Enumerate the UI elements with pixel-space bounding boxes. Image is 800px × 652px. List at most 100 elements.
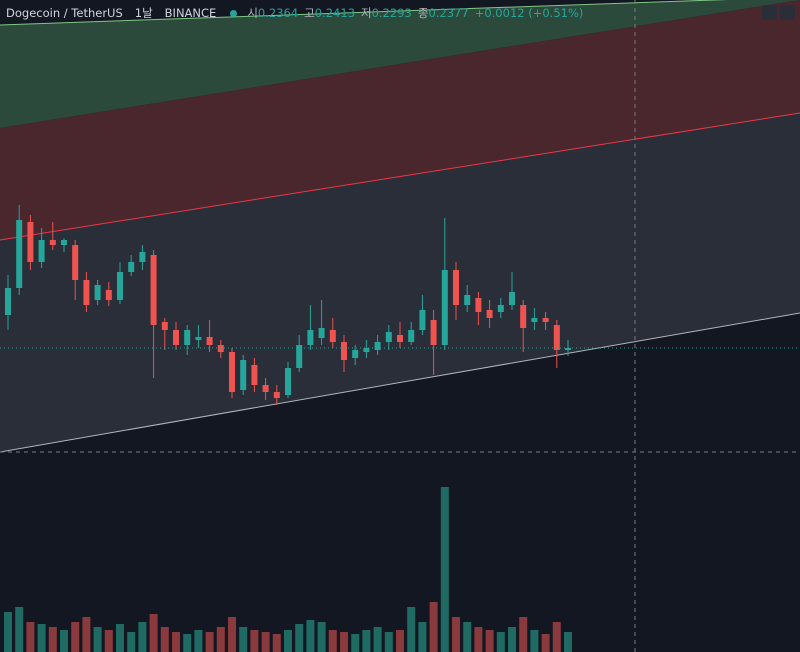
volume-bar (149, 614, 158, 652)
volume-bar (463, 622, 472, 652)
legend: Dogecoin / TetherUS 1날 BINANCE 시0.2364 고 0… (6, 5, 583, 21)
candle-body (240, 360, 247, 390)
candle-body (27, 222, 34, 262)
ohlc-item: 종0.2377 (418, 5, 469, 21)
volume-bar (508, 627, 516, 652)
volume-bar (317, 622, 326, 652)
candle-body (307, 330, 314, 345)
exchange: BINANCE (164, 6, 217, 20)
change: +0.0012 (+0.51%) (474, 6, 584, 20)
volume-bar (496, 632, 505, 652)
candle-body (206, 337, 213, 345)
volume-bar (37, 624, 46, 652)
channel-line (0, 0, 729, 26)
ohlc-label: 시 (247, 6, 258, 20)
candle-body (553, 325, 560, 350)
candle-body (385, 332, 392, 342)
candle-body (105, 290, 112, 300)
collapse-button[interactable] (762, 5, 777, 20)
volume-bar (48, 627, 57, 652)
volume-bar (530, 630, 539, 652)
candle-body (329, 330, 336, 342)
volume-bar (116, 624, 124, 652)
candle-body (419, 310, 426, 330)
ohlc-item: 저0.2293 (361, 5, 412, 21)
candle-body (497, 305, 504, 312)
channel-line (0, 312, 800, 453)
candle-body (441, 270, 448, 345)
volume-bar (4, 612, 12, 652)
volume-bar (93, 627, 102, 652)
candle-body (38, 240, 45, 262)
volume-bar (440, 487, 449, 652)
volume-bar (261, 632, 270, 652)
channel-fill (0, 0, 800, 240)
candle-body (486, 310, 493, 318)
volume-bar (485, 630, 494, 652)
candle-body (464, 295, 471, 305)
candle-body (161, 322, 168, 330)
status-dot (230, 9, 238, 17)
ohlc-label: 저 (361, 6, 372, 20)
ohlc-value: 0.2377 (428, 6, 469, 20)
candle-body (273, 392, 280, 398)
volume-bar (429, 602, 438, 652)
volume-bar (250, 630, 259, 652)
candle-body (285, 368, 291, 395)
volume-bar (228, 617, 236, 652)
candle-body (94, 285, 101, 300)
volume-bar (418, 622, 427, 652)
candle-body (475, 298, 482, 312)
volume-bar (306, 620, 315, 652)
candle-body (117, 272, 123, 300)
candle-body (408, 330, 415, 342)
candle-body (520, 305, 527, 328)
candle-body (150, 255, 157, 325)
candle-body (128, 262, 135, 272)
volume-bar (60, 630, 68, 652)
volume-bar (239, 627, 248, 652)
volume-bar (71, 622, 80, 652)
ohlc-label: 종 (417, 6, 429, 20)
candle-body (49, 240, 56, 245)
candle-body (542, 318, 549, 322)
volume-bar (373, 627, 382, 652)
volume-bar (205, 632, 214, 652)
candle-body (72, 245, 79, 280)
candle-body (397, 335, 403, 342)
volume-bar (104, 630, 113, 652)
volume-bar (183, 634, 192, 652)
candle-body (229, 352, 235, 392)
volume-bar (396, 630, 404, 652)
volume-bar (328, 630, 337, 652)
candle-body (453, 270, 459, 305)
candle-body (363, 348, 370, 352)
interval: 1날 (134, 6, 153, 20)
volume-bar (127, 632, 136, 652)
candle-body (184, 330, 191, 345)
volume-bar (384, 632, 393, 652)
candle-body (195, 337, 202, 340)
volume-bar (172, 632, 180, 652)
ohlc: 시0.2364 고0.2413 저0.2293 종0.2377 (247, 5, 468, 21)
volume-bar (26, 622, 35, 652)
symbol: Dogecoin / TetherUS (6, 6, 123, 20)
volume-bar (340, 632, 348, 652)
ohlc-label: 고 (304, 6, 315, 20)
candle-body (173, 330, 179, 345)
volume-bar (474, 627, 483, 652)
ohlc-value: 0.2364 (257, 6, 299, 20)
candle-body (509, 292, 515, 305)
candle-body (341, 342, 347, 360)
volume-bar (351, 634, 360, 652)
channel-fill (0, 113, 800, 452)
volume-bar (284, 630, 292, 652)
candle-body (565, 348, 571, 350)
candle-body (262, 385, 269, 392)
candle-body (352, 350, 359, 358)
volume-bar (519, 617, 528, 652)
settings-button[interactable] (780, 5, 795, 20)
candle-body (5, 288, 11, 315)
channel-line (0, 112, 800, 241)
